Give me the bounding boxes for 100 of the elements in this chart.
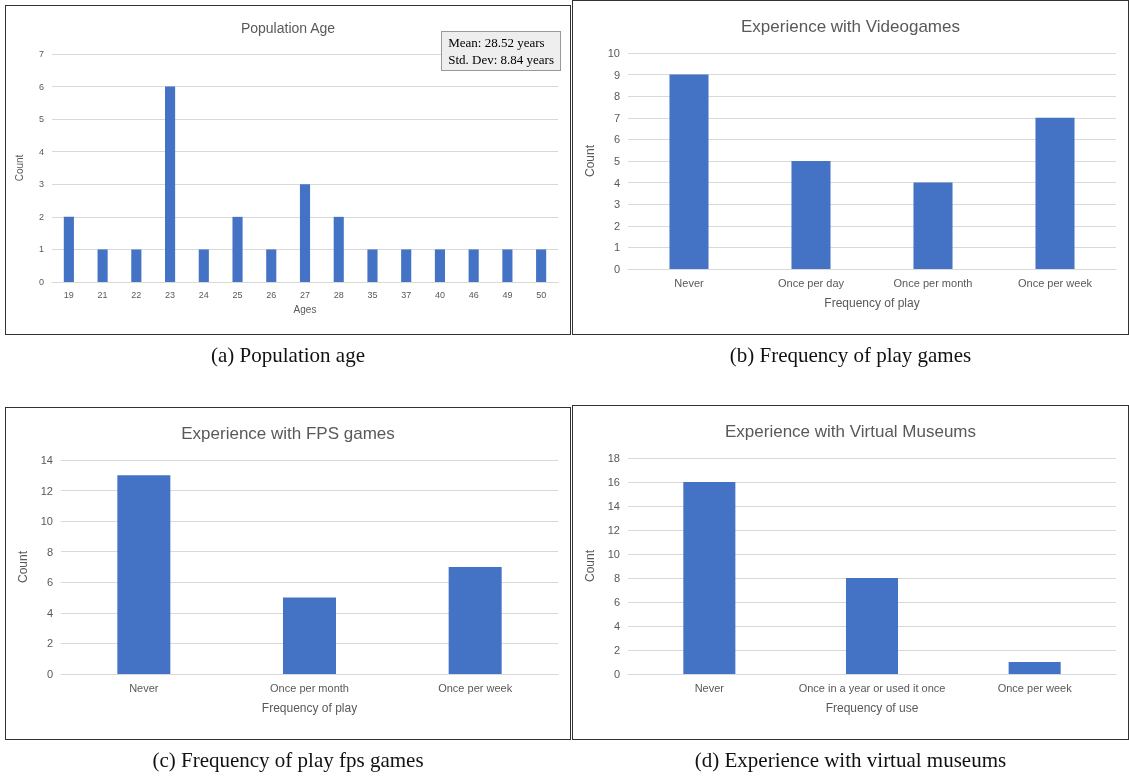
bar xyxy=(1008,662,1061,674)
y-tick-label: 6 xyxy=(613,596,620,608)
y-tick-label: 4 xyxy=(613,620,620,632)
x-tick-label: 27 xyxy=(299,289,311,300)
bar xyxy=(232,216,243,282)
x-tick-label: Once per week xyxy=(1018,276,1093,289)
x-tick-label: 19 xyxy=(63,289,74,300)
y-axis-title: Count xyxy=(583,144,597,178)
y-tick-label: 1 xyxy=(38,244,44,255)
bar xyxy=(536,249,547,282)
y-tick-label: 10 xyxy=(40,515,53,528)
bar xyxy=(913,182,953,269)
x-tick-label: 24 xyxy=(198,289,209,300)
x-axis-title: Frequency of play xyxy=(261,701,358,715)
y-tick-label: 12 xyxy=(607,524,620,536)
bar xyxy=(165,86,176,282)
bar xyxy=(669,74,709,269)
y-tick-label: 18 xyxy=(607,452,620,464)
x-tick-label: 21 xyxy=(97,289,108,300)
x-tick-label: Once in a year or used it once xyxy=(798,681,946,694)
x-tick-label: Never xyxy=(674,276,705,289)
bar xyxy=(401,249,412,282)
y-tick-label: 16 xyxy=(607,476,620,488)
x-axis-title: Frequency of play xyxy=(824,296,920,310)
x-tick-label: 40 xyxy=(434,289,445,300)
y-tick-label: 9 xyxy=(613,68,620,81)
y-axis-title: Count xyxy=(16,550,30,584)
y-tick-label: 8 xyxy=(46,545,53,558)
x-tick-label: 23 xyxy=(165,289,176,300)
bar xyxy=(117,475,171,674)
x-tick-label: 28 xyxy=(333,289,344,300)
text: Mean: 28.52 years xyxy=(448,34,546,51)
x-tick-label: Once per day xyxy=(777,276,845,289)
y-tick-label: 5 xyxy=(38,114,44,125)
x-tick-label: 46 xyxy=(468,289,479,300)
y-tick-label: 6 xyxy=(46,576,53,589)
x-tick-label: 37 xyxy=(401,289,412,300)
y-axis-title: Count xyxy=(583,549,597,583)
y-tick-label: 8 xyxy=(613,572,620,584)
bar xyxy=(282,597,337,674)
bar xyxy=(502,249,513,282)
y-tick-label: 2 xyxy=(613,219,620,232)
y-tick-label: 10 xyxy=(607,548,620,560)
y-tick-label: 0 xyxy=(613,668,620,680)
x-tick-label: 35 xyxy=(367,289,378,300)
x-tick-label: Once per month xyxy=(893,276,973,289)
y-tick-label: 2 xyxy=(46,637,53,650)
bar xyxy=(266,249,277,282)
x-tick-label: Never xyxy=(129,681,159,694)
bar xyxy=(1035,117,1075,269)
annotation: Std. Dev: 8.84 years xyxy=(448,51,554,68)
text: (a) Population age xyxy=(210,343,366,368)
y-tick-label: 10 xyxy=(607,47,620,59)
y-tick-label: 2 xyxy=(613,644,620,656)
bar xyxy=(333,216,344,282)
chart-title: Population Age xyxy=(240,20,336,36)
bar xyxy=(198,249,209,282)
y-tick-label: 0 xyxy=(613,263,620,275)
bar xyxy=(63,216,74,282)
bar xyxy=(299,184,311,282)
x-tick-label: Once per week xyxy=(438,681,513,694)
chart-title: Experience with FPS games xyxy=(181,424,395,443)
bar xyxy=(683,482,736,674)
x-tick-label: 26 xyxy=(266,289,277,300)
y-tick-label: 6 xyxy=(38,81,44,92)
bar xyxy=(434,249,445,282)
y-tick-label: 12 xyxy=(40,484,53,497)
bar xyxy=(845,578,899,674)
y-tick-label: 14 xyxy=(40,454,53,466)
bar xyxy=(97,249,108,282)
x-tick-label: 22 xyxy=(131,289,142,300)
bar xyxy=(131,249,142,282)
x-tick-label: 49 xyxy=(502,289,513,300)
y-tick-label: 3 xyxy=(613,198,620,211)
text: (b) Frequency of play games xyxy=(728,343,973,368)
bar xyxy=(791,161,831,269)
text: (c) Frequency of play fps games xyxy=(151,748,425,773)
y-tick-label: 7 xyxy=(613,111,620,124)
x-tick-label: 25 xyxy=(232,289,243,300)
y-tick-label: 14 xyxy=(607,500,620,512)
x-tick-label: 50 xyxy=(536,289,547,300)
bar xyxy=(448,567,502,674)
y-tick-label: 4 xyxy=(38,146,44,157)
x-axis-title: Frequency of use xyxy=(825,701,919,715)
x-tick-label: Once per month xyxy=(270,681,349,694)
x-tick-label: Once per week xyxy=(997,681,1073,694)
y-tick-label: 3 xyxy=(38,179,44,190)
y-tick-label: 5 xyxy=(613,155,620,167)
text: (d) Experience with virtual museums xyxy=(693,748,1008,773)
bar xyxy=(468,249,479,282)
y-tick-label: 2 xyxy=(38,211,44,222)
y-tick-label: 4 xyxy=(46,606,53,619)
x-tick-label: Never xyxy=(694,681,725,694)
y-tick-label: 7 xyxy=(38,49,44,59)
y-tick-label: 8 xyxy=(613,90,620,103)
bar xyxy=(367,249,378,282)
chart-title: Experience with Virtual Museums xyxy=(724,422,977,441)
y-tick-label: 4 xyxy=(613,176,620,189)
y-tick-label: 6 xyxy=(613,133,620,146)
y-tick-label: 1 xyxy=(613,241,620,254)
